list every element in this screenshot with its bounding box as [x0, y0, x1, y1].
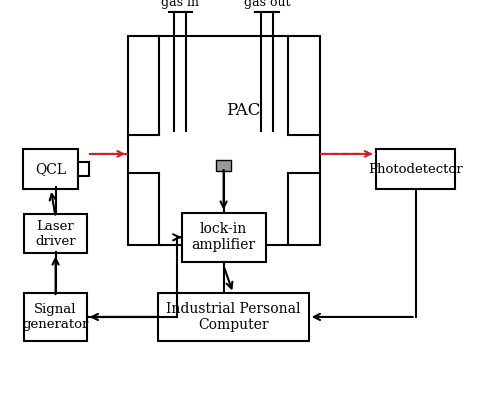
Bar	[158, 293, 309, 340]
Bar	[128, 36, 320, 245]
Text: Signal
generator: Signal generator	[22, 303, 89, 331]
Text: lock-in
amplifier: lock-in amplifier	[192, 222, 256, 252]
Bar	[376, 149, 455, 189]
Bar	[182, 213, 266, 262]
Bar	[24, 293, 87, 340]
Text: gas in: gas in	[162, 0, 200, 9]
Text: PAC: PAC	[226, 102, 260, 119]
Bar	[23, 149, 78, 189]
Text: Industrial Personal
Computer: Industrial Personal Computer	[166, 302, 300, 332]
Text: gas out: gas out	[244, 0, 290, 9]
Bar	[216, 160, 231, 171]
Text: Laser
driver: Laser driver	[36, 220, 76, 248]
Bar	[24, 214, 87, 254]
Text: Photodetector: Photodetector	[368, 163, 463, 175]
Text: QCL: QCL	[35, 162, 66, 176]
Bar	[78, 162, 89, 176]
